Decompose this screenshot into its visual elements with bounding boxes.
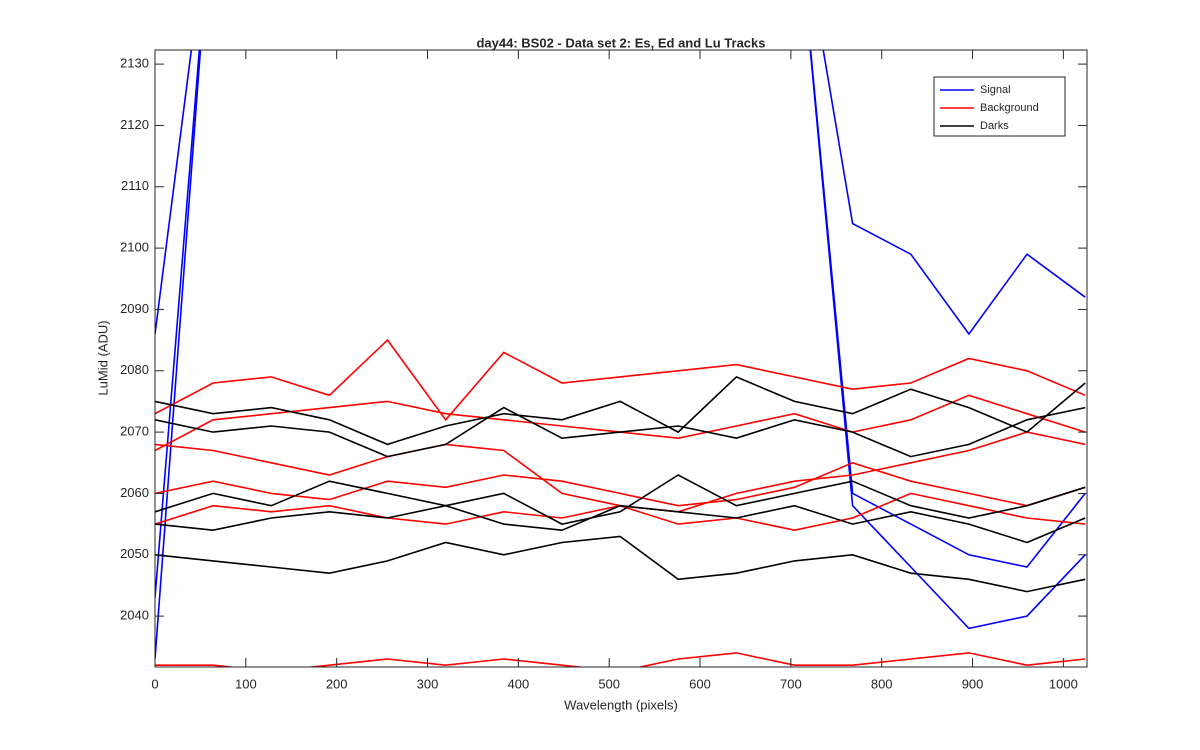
track-line xyxy=(155,535,1086,593)
chart-title: day44: BS02 - Data set 2: Es, Ed and Lu … xyxy=(476,35,765,50)
legend-label: Background xyxy=(980,102,1039,114)
y-axis-label: LuMid (ADU) xyxy=(95,320,110,395)
x-tick-label: 400 xyxy=(508,676,530,691)
axes-box xyxy=(154,49,1088,668)
y-tick-label: 2080 xyxy=(120,362,149,377)
track-line xyxy=(155,504,1086,544)
legend-label: Darks xyxy=(980,120,1009,132)
y-tick-label: 2070 xyxy=(120,424,149,439)
x-tick-label: 300 xyxy=(417,676,439,691)
track-line xyxy=(155,461,1086,507)
x-tick-label: 1000 xyxy=(1049,676,1078,691)
y-tick-label: 2060 xyxy=(120,485,149,500)
track-line xyxy=(155,406,1086,458)
y-tick-label: 2090 xyxy=(120,301,149,316)
x-tick-label: 100 xyxy=(235,676,257,691)
x-tick-label: 900 xyxy=(962,676,984,691)
x-tick-label: 200 xyxy=(326,676,348,691)
x-tick-label: 600 xyxy=(689,676,711,691)
plot-area xyxy=(155,50,1087,667)
track-line xyxy=(155,50,1086,660)
y-tick-label: 2040 xyxy=(120,608,149,623)
y-tick-label: 2100 xyxy=(120,240,149,255)
y-tick-label: 2130 xyxy=(120,56,149,71)
track-line xyxy=(155,474,1086,525)
track-line xyxy=(155,50,1086,336)
track-line xyxy=(155,50,1086,598)
x-tick-label: 800 xyxy=(871,676,893,691)
x-tick-label: 700 xyxy=(780,676,802,691)
track-line xyxy=(155,652,1086,667)
track-line xyxy=(155,375,1086,446)
x-tick-label: 500 xyxy=(598,676,620,691)
y-tick-label: 2050 xyxy=(120,546,149,561)
lines xyxy=(155,50,1086,667)
y-tick-label: 2110 xyxy=(121,178,149,193)
x-axis-label: Wavelength (pixels) xyxy=(564,697,678,712)
legend-label: Signal xyxy=(980,84,1011,96)
y-tick-label: 2120 xyxy=(120,117,149,132)
track-line xyxy=(155,338,1086,422)
x-tick-label: 0 xyxy=(151,676,158,691)
